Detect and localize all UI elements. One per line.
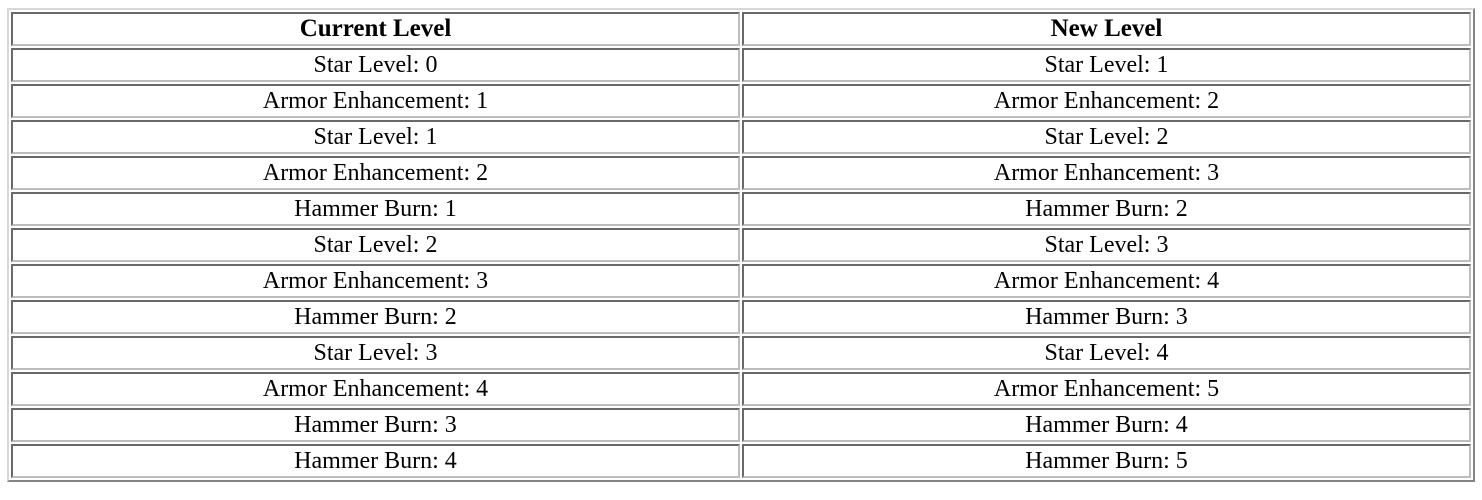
table-row: Star Level: 1 Star Level: 2 [11,120,1471,154]
cell-new-level: Star Level: 4 [742,336,1471,370]
cell-current-level: Hammer Burn: 2 [11,300,740,334]
table-header-row: Current Level New Level [11,12,1471,46]
table-row: Armor Enhancement: 1 Armor Enhancement: 2 [11,84,1471,118]
column-header-current-level: Current Level [11,12,740,46]
table-row: Hammer Burn: 1 Hammer Burn: 2 [11,192,1471,226]
cell-current-level: Armor Enhancement: 4 [11,372,740,406]
cell-current-level: Hammer Burn: 4 [11,444,740,478]
cell-current-level: Star Level: 1 [11,120,740,154]
cell-current-level: Armor Enhancement: 3 [11,264,740,298]
column-header-new-level: New Level [742,12,1471,46]
cell-current-level: Hammer Burn: 1 [11,192,740,226]
table-row: Armor Enhancement: 4 Armor Enhancement: 5 [11,372,1471,406]
table-body: Star Level: 0 Star Level: 1 Armor Enhancem… [11,48,1471,478]
cell-new-level: Hammer Burn: 3 [742,300,1471,334]
cell-new-level: Armor Enhancement: 5 [742,372,1471,406]
table-row: Hammer Burn: 4 Hammer Burn: 5 [11,444,1471,478]
cell-new-level: Armor Enhancement: 4 [742,264,1471,298]
cell-new-level: Armor Enhancement: 2 [742,84,1471,118]
cell-current-level: Hammer Burn: 3 [11,408,740,442]
cell-new-level: Hammer Burn: 2 [742,192,1471,226]
cell-current-level: Star Level: 2 [11,228,740,262]
cell-new-level: Hammer Burn: 5 [742,444,1471,478]
cell-current-level: Star Level: 0 [11,48,740,82]
level-progression-table: Current Level New Level Star Level: 0 Sta… [7,8,1475,482]
table-row: Star Level: 0 Star Level: 1 [11,48,1471,82]
cell-new-level: Star Level: 3 [742,228,1471,262]
table-row: Armor Enhancement: 3 Armor Enhancement: 4 [11,264,1471,298]
table-row: Star Level: 3 Star Level: 4 [11,336,1471,370]
cell-current-level: Armor Enhancement: 1 [11,84,740,118]
cell-new-level: Armor Enhancement: 3 [742,156,1471,190]
table-header: Current Level New Level [11,12,1471,46]
cell-new-level: Star Level: 1 [742,48,1471,82]
cell-current-level: Armor Enhancement: 2 [11,156,740,190]
cell-current-level: Star Level: 3 [11,336,740,370]
table-row: Star Level: 2 Star Level: 3 [11,228,1471,262]
cell-new-level: Star Level: 2 [742,120,1471,154]
table-row: Armor Enhancement: 2 Armor Enhancement: 3 [11,156,1471,190]
table-row: Hammer Burn: 2 Hammer Burn: 3 [11,300,1471,334]
table-row: Hammer Burn: 3 Hammer Burn: 4 [11,408,1471,442]
level-table-container: Current Level New Level Star Level: 0 Sta… [7,8,1475,482]
cell-new-level: Hammer Burn: 4 [742,408,1471,442]
